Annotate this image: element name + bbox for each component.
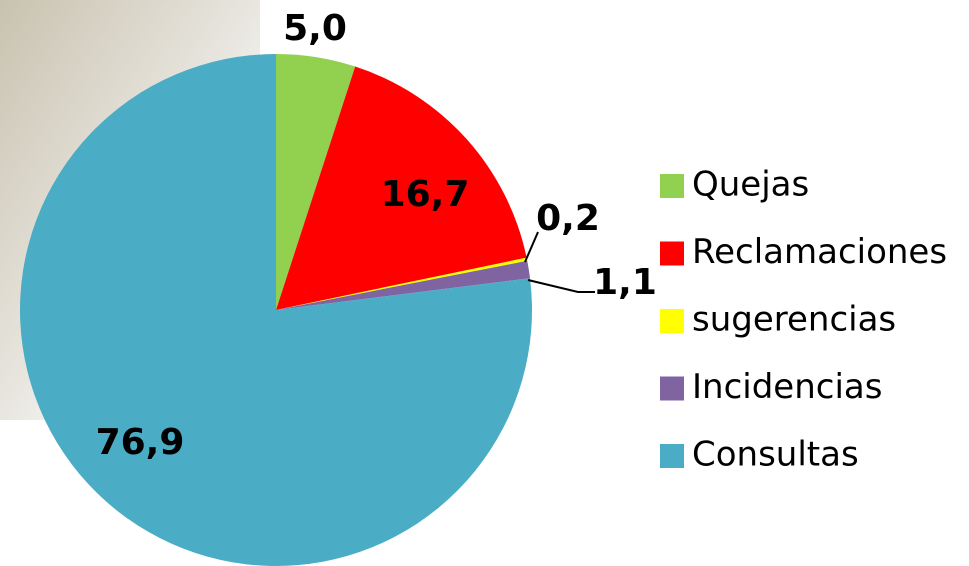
value-labels: 5,0 16,7 0,2 1,1 76,9 (96, 8, 657, 463)
value-label: 0,2 (536, 198, 600, 239)
pie (20, 54, 533, 566)
leader-line (524, 231, 539, 263)
legend-label: sugerencias (692, 300, 896, 340)
pie-slice (276, 66, 527, 311)
value-label: 16,7 (381, 174, 470, 215)
legend-label: Consultas (692, 435, 859, 475)
legend-swatch (660, 309, 684, 333)
pie-slice (20, 54, 533, 566)
value-label: 1,1 (593, 262, 657, 303)
legend: Quejas Reclamaciones sugerencias Incidencia… (660, 165, 947, 475)
pie-slice (276, 260, 531, 310)
legend-label: Incidencias (692, 367, 882, 407)
value-label: 5,0 (283, 8, 347, 49)
legend-swatch (660, 376, 684, 401)
legend-swatch (660, 241, 684, 266)
legend-swatch (660, 174, 684, 198)
legend-label: Quejas (692, 165, 809, 205)
value-label: 76,9 (96, 422, 185, 463)
pie-slice (276, 54, 356, 310)
pie-slice (276, 257, 528, 310)
legend-label: Reclamaciones (692, 232, 947, 272)
leader-line (527, 279, 595, 293)
legend-swatch (660, 444, 684, 468)
